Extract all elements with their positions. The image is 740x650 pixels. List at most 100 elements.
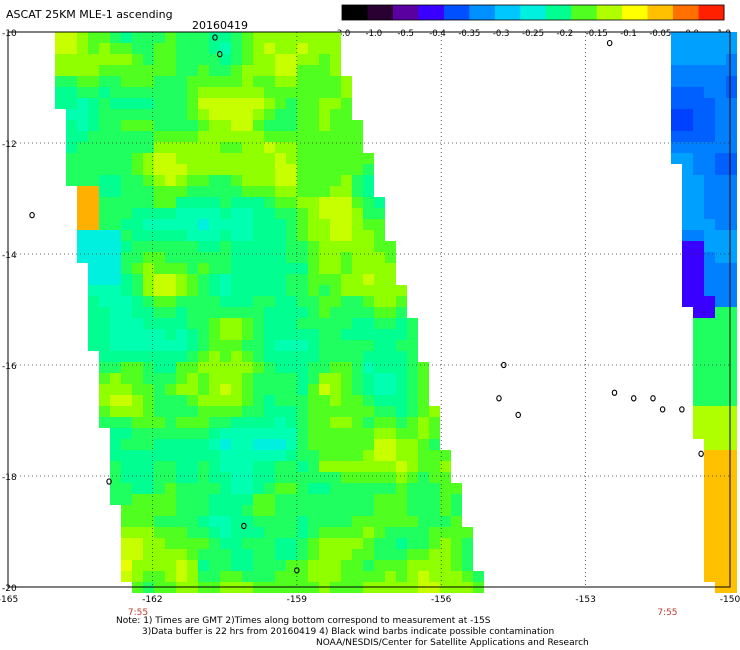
swath-cell [429, 549, 440, 560]
colorbar-segment [520, 5, 547, 20]
swath-cell [297, 483, 308, 494]
swath-cell [726, 494, 737, 505]
swath-cell [121, 197, 132, 208]
swath-cell [110, 197, 121, 208]
swath-cell [88, 252, 99, 263]
swath-cell [363, 428, 374, 439]
swath-cell [165, 175, 176, 186]
swath-cell [242, 395, 253, 406]
swath-cell [242, 318, 253, 329]
swath-cell [253, 318, 264, 329]
swath-cell [176, 43, 187, 54]
swath-cell [176, 109, 187, 120]
swath-cell [143, 318, 154, 329]
swath-cell [308, 439, 319, 450]
swath-cell [286, 395, 297, 406]
swath-cell [715, 549, 726, 560]
swath-cell [77, 76, 88, 87]
swath-cell [264, 307, 275, 318]
swath-cell [429, 439, 440, 450]
swath-cell [352, 538, 363, 549]
swath-cell [253, 87, 264, 98]
swath-cell [209, 450, 220, 461]
swath-cell [264, 219, 275, 230]
swath-cell [451, 560, 462, 571]
swath-cell [187, 417, 198, 428]
swath-cell [110, 208, 121, 219]
swath-cell [99, 76, 110, 87]
swath-cell [264, 428, 275, 439]
swath-cell [726, 142, 737, 153]
swath-cell [143, 175, 154, 186]
swath-cell [176, 362, 187, 373]
swath-cell [231, 527, 242, 538]
swath-cell [165, 54, 176, 65]
swath-cell [330, 296, 341, 307]
swath-cell [671, 54, 682, 65]
swath-cell [99, 32, 110, 43]
swath-cell [297, 285, 308, 296]
swath-cell [220, 153, 231, 164]
swath-cell [407, 527, 418, 538]
swath-cell [429, 527, 440, 538]
swath-cell [143, 560, 154, 571]
swath-cell [286, 131, 297, 142]
note-line-2: 3)Data buffer is 22 hrs from 20160419 4)… [142, 627, 555, 637]
swath-cell [330, 131, 341, 142]
swath-cell [77, 153, 88, 164]
swath-cell [726, 527, 737, 538]
swath-cell [110, 285, 121, 296]
swath-cell [253, 505, 264, 516]
swath-cell [264, 516, 275, 527]
swath-cell [143, 65, 154, 76]
swath-cell [275, 186, 286, 197]
swath-cell [99, 285, 110, 296]
swath-cell [297, 32, 308, 43]
swath-cell [209, 65, 220, 76]
swath-cell [440, 505, 451, 516]
swath-cell [132, 197, 143, 208]
swath-cell [187, 373, 198, 384]
swath-cell [374, 307, 385, 318]
swath-cell [154, 538, 165, 549]
swath-cell [275, 549, 286, 560]
swath-cell [341, 439, 352, 450]
swath-cell [99, 351, 110, 362]
swath-cell [209, 406, 220, 417]
swath-cell [726, 87, 737, 98]
swath-cell [352, 241, 363, 252]
swath-cell [671, 142, 682, 153]
swath-cell [110, 373, 121, 384]
swath-cell [286, 439, 297, 450]
swath-cell [66, 54, 77, 65]
swath-cell [154, 439, 165, 450]
swath-cell [341, 527, 352, 538]
swath-cell [55, 32, 66, 43]
swath-cell [715, 274, 726, 285]
swath-cell [143, 340, 154, 351]
swath-cell [121, 417, 132, 428]
swath-cell [143, 219, 154, 230]
swath-cell [341, 505, 352, 516]
swath-cell [220, 76, 231, 87]
swath-cell [363, 186, 374, 197]
swath-cell [242, 307, 253, 318]
swath-cell [198, 373, 209, 384]
swath-cell [198, 362, 209, 373]
swath-cell [286, 164, 297, 175]
swath-cell [330, 230, 341, 241]
swath-cell [715, 428, 726, 439]
swath-cell [121, 263, 132, 274]
swath-cell [209, 263, 220, 274]
swath-cell [418, 450, 429, 461]
swath-cell [341, 142, 352, 153]
swath-cell [352, 483, 363, 494]
swath-cell [110, 362, 121, 373]
swath-cell [88, 307, 99, 318]
swath-cell [198, 186, 209, 197]
swath-cell [242, 483, 253, 494]
swath-cell [242, 32, 253, 43]
swath-cell [693, 296, 704, 307]
swath-cell [396, 439, 407, 450]
swath-cell [682, 208, 693, 219]
